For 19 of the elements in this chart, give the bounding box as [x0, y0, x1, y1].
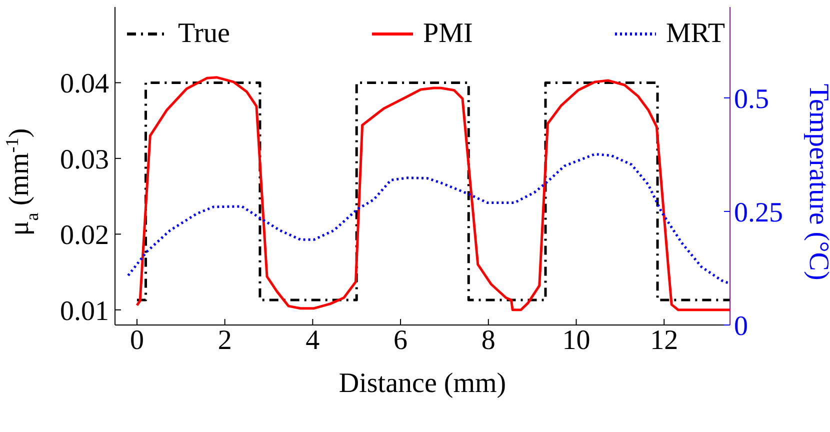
x-tick-label: 8	[481, 324, 496, 356]
y-tick-label: 0.04	[60, 68, 109, 100]
x-tick-label: 10	[562, 324, 590, 356]
y-tick-label: 0.02	[60, 220, 109, 252]
x-tick-label: 2	[218, 324, 232, 356]
legend-label: True	[178, 18, 230, 50]
y2-tick-label: 0.5	[734, 84, 769, 115]
y-tick-label: 0.03	[60, 144, 109, 176]
x-tick-label: 6	[394, 324, 408, 356]
x-tick-label: 4	[306, 324, 320, 356]
y2-axis-title: Temperature (°C)	[803, 84, 830, 280]
x-axis-title: Distance (mm)	[338, 368, 506, 399]
x-tick-label: 12	[650, 324, 678, 356]
legend-label: PMI	[423, 18, 473, 50]
y-tick-label: 0.01	[60, 296, 109, 327]
x-tick-label: 0	[130, 324, 144, 356]
legend-label: MRT	[666, 18, 725, 50]
y2-tick-label: 0.25	[734, 197, 783, 228]
line-series	[126, 152, 730, 285]
